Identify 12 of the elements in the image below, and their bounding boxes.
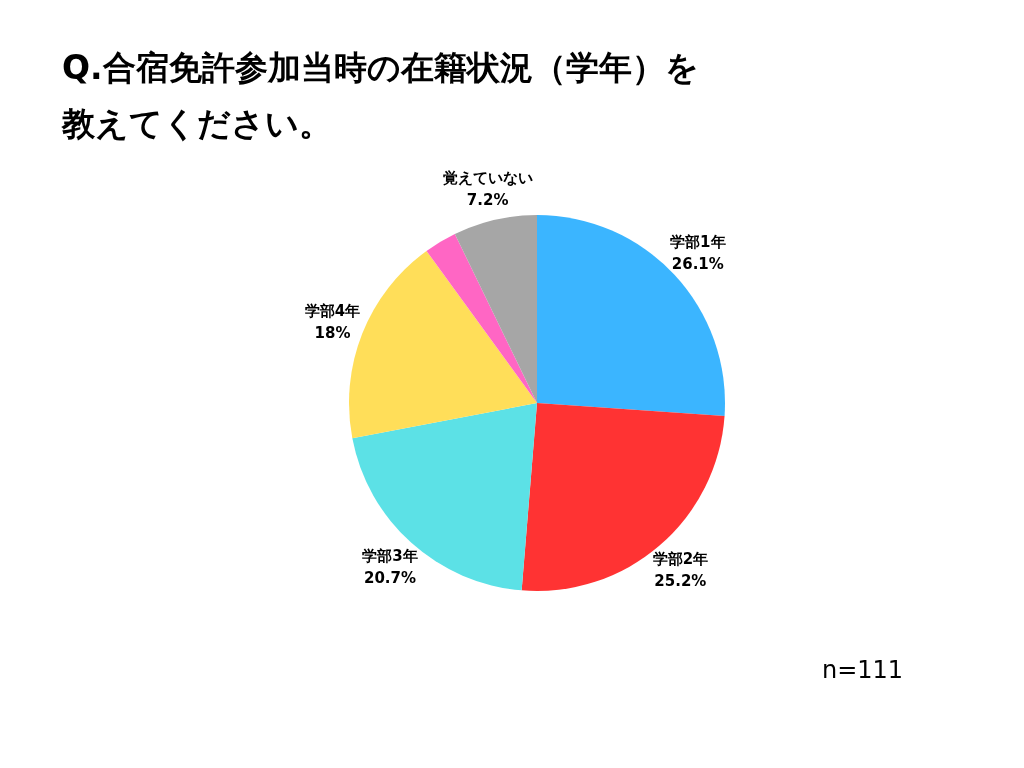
slice-label: 覚えていない	[442, 168, 533, 187]
slice-label: 学部2年	[652, 549, 709, 568]
slice-label: 学部1年	[670, 232, 726, 251]
data-label: 25.2%	[654, 571, 707, 590]
chart-title: Q.合宿免許参加当時の在籍状況（学年）を教えてください。	[62, 47, 700, 145]
text: n=111	[822, 656, 904, 684]
slice-label: 学部3年	[362, 546, 418, 565]
data-label: 18%	[314, 324, 351, 343]
data-label: 20.7%	[363, 568, 417, 587]
data-label: 7.2%	[466, 190, 509, 209]
data-label: 26.1%	[671, 254, 724, 273]
slice-label: 学部4年	[304, 302, 361, 321]
